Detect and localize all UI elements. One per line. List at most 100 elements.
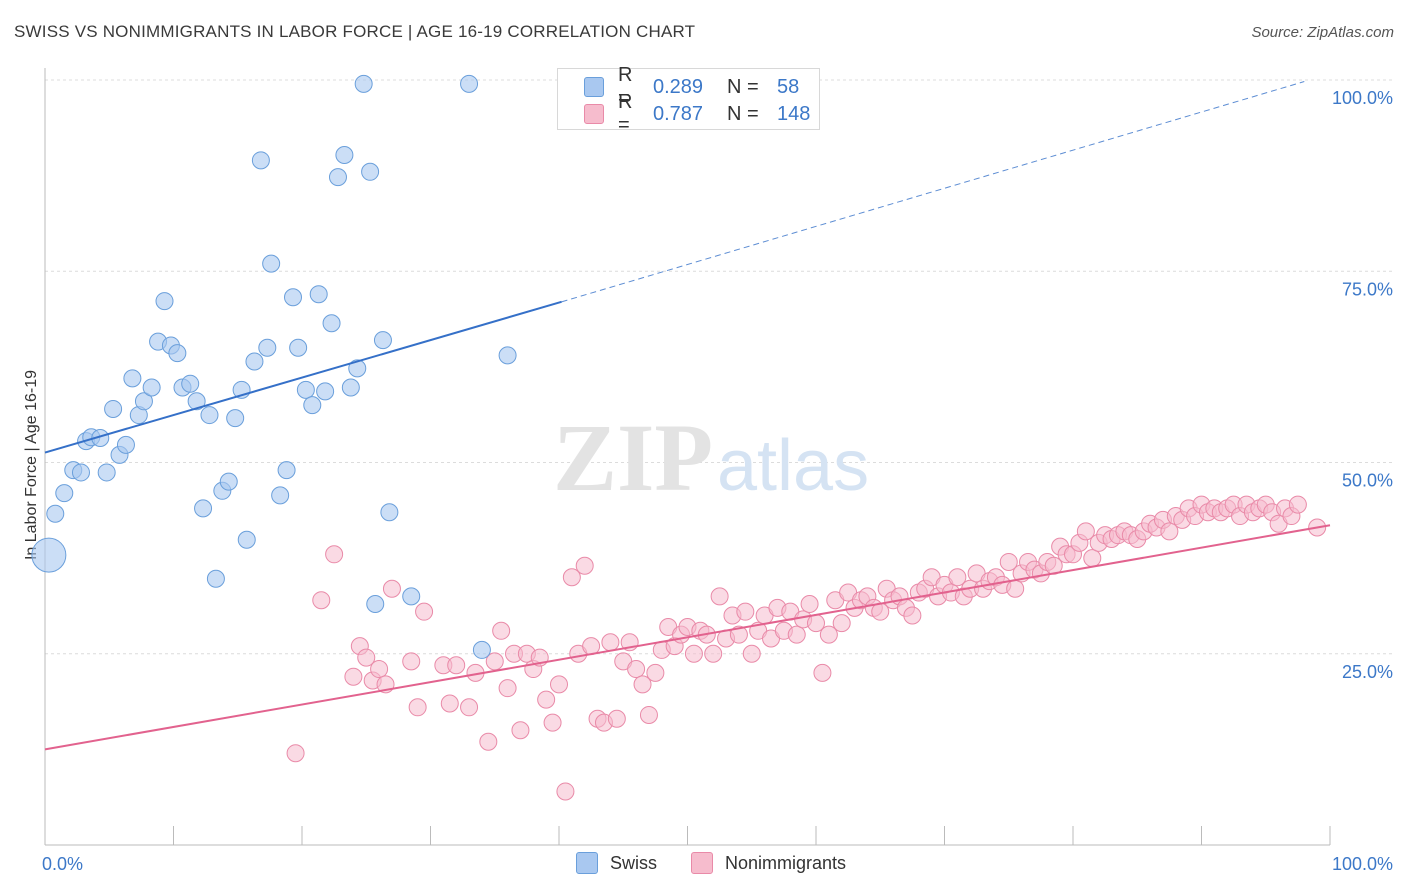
nonimmigrants-point xyxy=(550,675,568,694)
nonimmigrants-point xyxy=(948,568,967,587)
swiss-legend-swatch-icon xyxy=(576,852,598,874)
nonimmigrants-point xyxy=(511,721,530,740)
swiss-point xyxy=(116,435,135,454)
swiss-point xyxy=(335,145,354,164)
swiss-point xyxy=(322,314,341,333)
swiss-point xyxy=(46,504,65,523)
swiss-point xyxy=(380,503,399,522)
nonimmigrants-point xyxy=(633,675,652,694)
nonimmigrants-r-value: 0.787 xyxy=(653,102,704,125)
legend-row-nonimmigrants: R = 0.787 N = 148 xyxy=(558,91,811,136)
legend-row-swiss: R = 0.289 N = 58 xyxy=(558,64,800,109)
swiss-point xyxy=(97,463,116,482)
y-tick-label: 100.0% xyxy=(1332,88,1393,108)
nonimmigrants-point xyxy=(562,568,581,587)
swiss-point xyxy=(206,569,225,588)
nonimmigrants-point xyxy=(646,663,665,682)
nonimmigrants-point xyxy=(492,621,511,640)
swiss-point xyxy=(361,162,380,181)
swiss-point xyxy=(123,369,142,388)
nonimmigrants-point xyxy=(787,625,806,644)
swiss-point xyxy=(366,595,385,614)
swiss-point xyxy=(258,338,277,357)
nonimmigrants-point xyxy=(710,587,729,606)
nonimmigrants-point xyxy=(537,690,556,709)
nonimmigrants-point xyxy=(999,552,1018,571)
nonimmigrants-point xyxy=(742,644,761,663)
swiss-n-value: 58 xyxy=(777,75,800,98)
nonimmigrants-n-value: 148 xyxy=(777,102,811,125)
swiss-point xyxy=(226,409,245,428)
nonimmigrants-point xyxy=(1076,522,1095,541)
swiss-r-value: 0.289 xyxy=(653,75,704,98)
legend-item-nonimmigrants: Nonimmigrants xyxy=(691,852,846,874)
swiss-point xyxy=(155,292,174,311)
nonimmigrants-point xyxy=(832,614,851,633)
nonimmigrants-point xyxy=(498,679,517,698)
nonimmigrants-point xyxy=(800,595,819,614)
nonimmigrants-point xyxy=(1160,522,1179,541)
swiss-point xyxy=(200,406,219,425)
swiss-point xyxy=(134,392,153,411)
swiss-point xyxy=(373,331,392,350)
chart-title: SWISS VS NONIMMIGRANTS IN LABOR FORCE | … xyxy=(14,22,696,41)
nonimmigrants-point xyxy=(729,625,748,644)
nonimmigrants-point xyxy=(575,556,594,575)
legend-item-swiss: Swiss xyxy=(576,852,657,874)
nonimmigrants-point xyxy=(684,644,703,663)
swiss-swatch-icon xyxy=(584,77,604,97)
correlation-legend: R = 0.289 N = 58 R = 0.787 N = 148 xyxy=(557,64,820,136)
swiss-point xyxy=(460,74,479,93)
source-credit: Source: ZipAtlas.com xyxy=(1251,24,1394,41)
nonimmigrants-point xyxy=(485,652,504,671)
nonimmigrants-point xyxy=(903,606,922,625)
nonimmigrants-point xyxy=(408,698,427,717)
swiss-point xyxy=(168,344,187,363)
watermark-atlas: atlas xyxy=(717,426,869,506)
nonimmigrants-point xyxy=(325,545,344,564)
nonimmigrants-point xyxy=(607,709,626,728)
swiss-point xyxy=(237,530,256,549)
swiss-point xyxy=(309,285,328,304)
nonimmigrants-point xyxy=(286,744,305,763)
swiss-point xyxy=(277,461,296,480)
swiss-r-label: R = xyxy=(618,64,633,109)
swiss-point xyxy=(328,168,347,187)
nonimmigrants-trend-line xyxy=(44,524,1331,751)
swiss-point xyxy=(187,392,206,411)
swiss-point xyxy=(498,346,517,365)
nonimmigrants-point xyxy=(627,660,646,679)
nonimmigrants-r-label: R = xyxy=(618,91,633,136)
nonimmigrants-point xyxy=(312,591,331,610)
swiss-point xyxy=(341,378,360,397)
swiss-point xyxy=(104,399,123,418)
swiss-point xyxy=(472,640,491,659)
swiss-trend-line xyxy=(44,300,562,454)
nonimmigrants-point xyxy=(344,667,363,686)
swiss-trend-projection xyxy=(561,81,1305,303)
nonimmigrants-point xyxy=(704,644,723,663)
swiss-point xyxy=(71,463,90,482)
swiss-point xyxy=(271,486,290,505)
nonimmigrants-point xyxy=(543,713,562,732)
nonimmigrants-swatch-icon xyxy=(584,104,604,124)
y-tick-label: 75.0% xyxy=(1342,279,1393,299)
swiss-point xyxy=(194,499,213,518)
nonimmigrants-point xyxy=(819,625,838,644)
nonimmigrants-point xyxy=(1006,579,1025,598)
legend-label-swiss: Swiss xyxy=(610,852,658,873)
swiss-point xyxy=(402,587,421,606)
nonimmigrants-point xyxy=(582,637,601,656)
swiss-point xyxy=(296,380,315,399)
x-tick-label: 0.0% xyxy=(42,854,83,874)
y-tick-label: 25.0% xyxy=(1342,662,1393,682)
nonimmigrants-point xyxy=(813,663,832,682)
nonimmigrants-point xyxy=(440,694,459,713)
nonimmigrants-point xyxy=(460,698,479,717)
nonimmigrants-point xyxy=(601,633,620,652)
series-legend: Swiss Nonimmigrants xyxy=(0,852,1406,876)
swiss-point xyxy=(55,484,74,503)
swiss-point xyxy=(262,254,281,273)
legend-label-nonimmigrants: Nonimmigrants xyxy=(725,852,847,873)
nonimmigrants-point xyxy=(479,732,498,751)
